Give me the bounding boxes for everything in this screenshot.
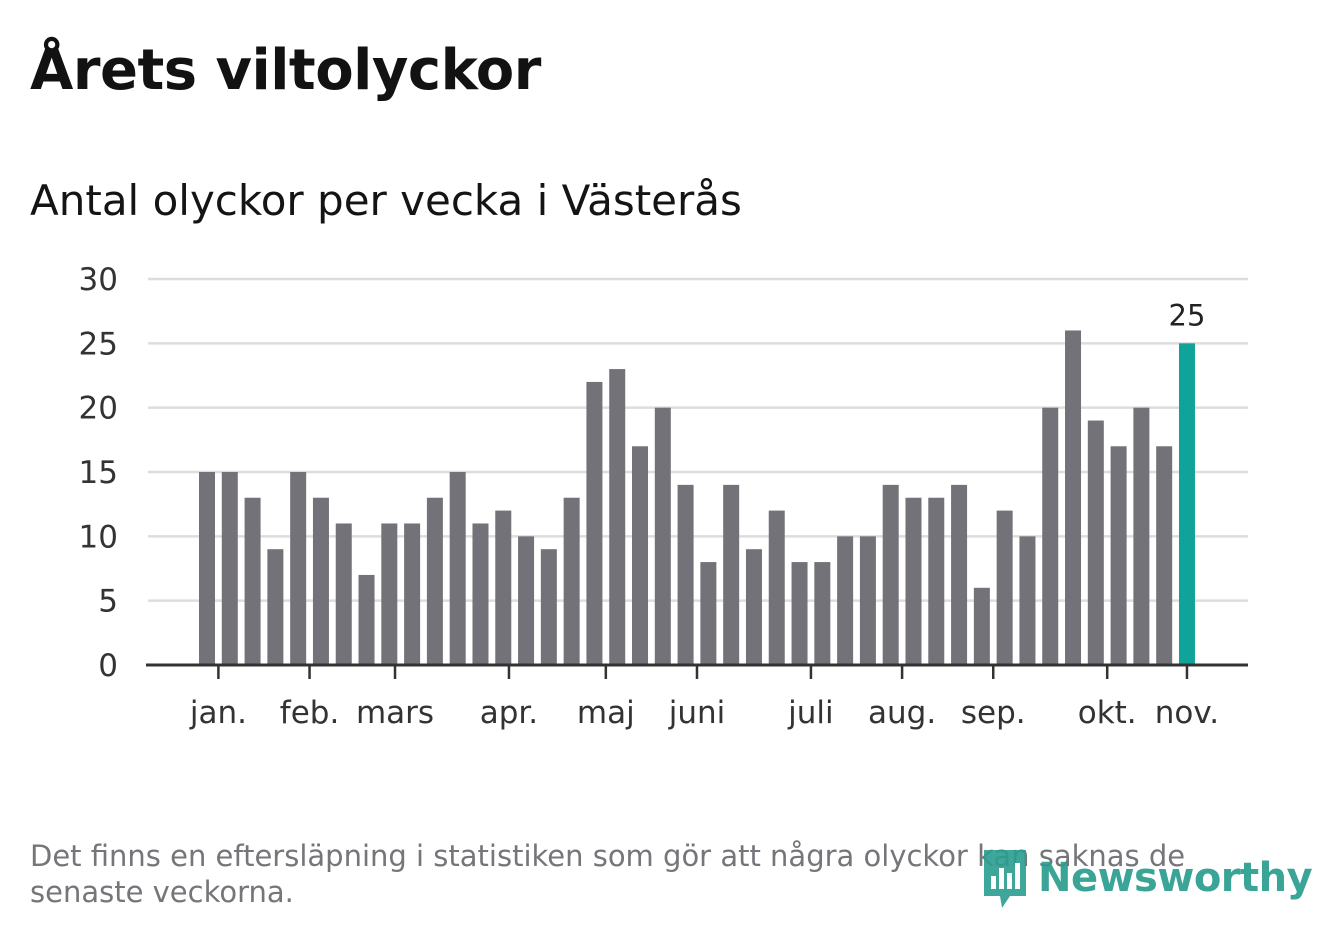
- bar: [267, 549, 284, 665]
- bar: [1042, 407, 1059, 665]
- gridlines: [148, 277, 1248, 602]
- bars: [199, 330, 1195, 665]
- bar: [632, 446, 649, 665]
- bar: [1019, 536, 1036, 665]
- bar: [859, 536, 876, 665]
- bar: [312, 497, 329, 665]
- bar: [426, 497, 443, 665]
- bar: [472, 523, 489, 665]
- y-tick-label: 30: [79, 262, 118, 298]
- bar: [404, 523, 421, 665]
- bar: [290, 472, 307, 665]
- bar: [677, 484, 694, 665]
- bar: [996, 510, 1013, 665]
- bar: [1110, 446, 1127, 665]
- bar: [335, 523, 352, 665]
- chart-title: Årets viltolyckor: [30, 38, 541, 103]
- x-tick-label: aug.: [868, 695, 936, 731]
- bar: [244, 497, 261, 665]
- x-tick-label: nov.: [1155, 695, 1219, 731]
- bar: [1133, 407, 1150, 665]
- bar: [973, 587, 990, 665]
- bar: [768, 510, 785, 665]
- bar: [609, 369, 626, 665]
- y-tick-label: 25: [79, 326, 118, 362]
- bar-chart: 0 5 10 15 20 25 30 jan. feb. mars apr. maj juni juli…: [79, 262, 1248, 731]
- bar: [586, 381, 603, 665]
- bar: [905, 497, 922, 665]
- x-tick-label: feb.: [280, 695, 340, 731]
- bar: [358, 574, 375, 665]
- x-tick-label: apr.: [480, 695, 538, 731]
- y-axis-ticks: 0 5 10 15 20 25 30: [79, 262, 118, 684]
- bar: [518, 536, 535, 665]
- bar: [814, 562, 831, 665]
- data-label: 25: [1169, 298, 1206, 332]
- bar: [791, 562, 808, 665]
- x-tick-label: juli: [787, 695, 834, 731]
- bar: [199, 472, 215, 665]
- bar: [951, 484, 968, 665]
- y-tick-label: 15: [79, 455, 118, 491]
- y-tick-label: 0: [98, 648, 118, 684]
- data-labels: 25: [1169, 298, 1206, 332]
- bar: [928, 497, 945, 665]
- bar: [1087, 420, 1104, 665]
- x-tick-label: mars: [356, 695, 434, 731]
- bar: [1178, 343, 1195, 665]
- bar: [837, 536, 854, 665]
- x-tick-label: okt.: [1078, 695, 1137, 731]
- y-tick-label: 5: [98, 584, 118, 620]
- x-tick-label: maj: [577, 695, 635, 731]
- bar: [495, 510, 512, 665]
- brand-name: Newsworthy: [1038, 855, 1313, 901]
- chart-subtitle: Antal olyckor per vecka i Västerås: [30, 176, 742, 225]
- x-tick-label: jan.: [189, 695, 247, 731]
- bar: [449, 472, 466, 665]
- bar: [654, 407, 671, 665]
- bar: [745, 549, 762, 665]
- bar: [723, 484, 740, 665]
- x-axis-ticks: jan. feb. mars apr. maj juni juli aug. sep. okt. n…: [189, 665, 1219, 731]
- x-tick-label: sep.: [961, 695, 1026, 731]
- bar: [381, 523, 398, 665]
- bar: [882, 484, 899, 665]
- x-tick-label: juni: [668, 695, 726, 731]
- bar: [1065, 330, 1082, 665]
- bar: [540, 549, 557, 665]
- brand-logo: Newsworthy: [980, 846, 1313, 910]
- newsworthy-logo-icon: [984, 850, 1026, 908]
- bar: [700, 562, 717, 665]
- bar: [563, 497, 580, 665]
- y-tick-label: 20: [79, 391, 118, 427]
- bar: [221, 472, 238, 665]
- y-tick-label: 10: [79, 519, 118, 555]
- bar: [1156, 446, 1173, 665]
